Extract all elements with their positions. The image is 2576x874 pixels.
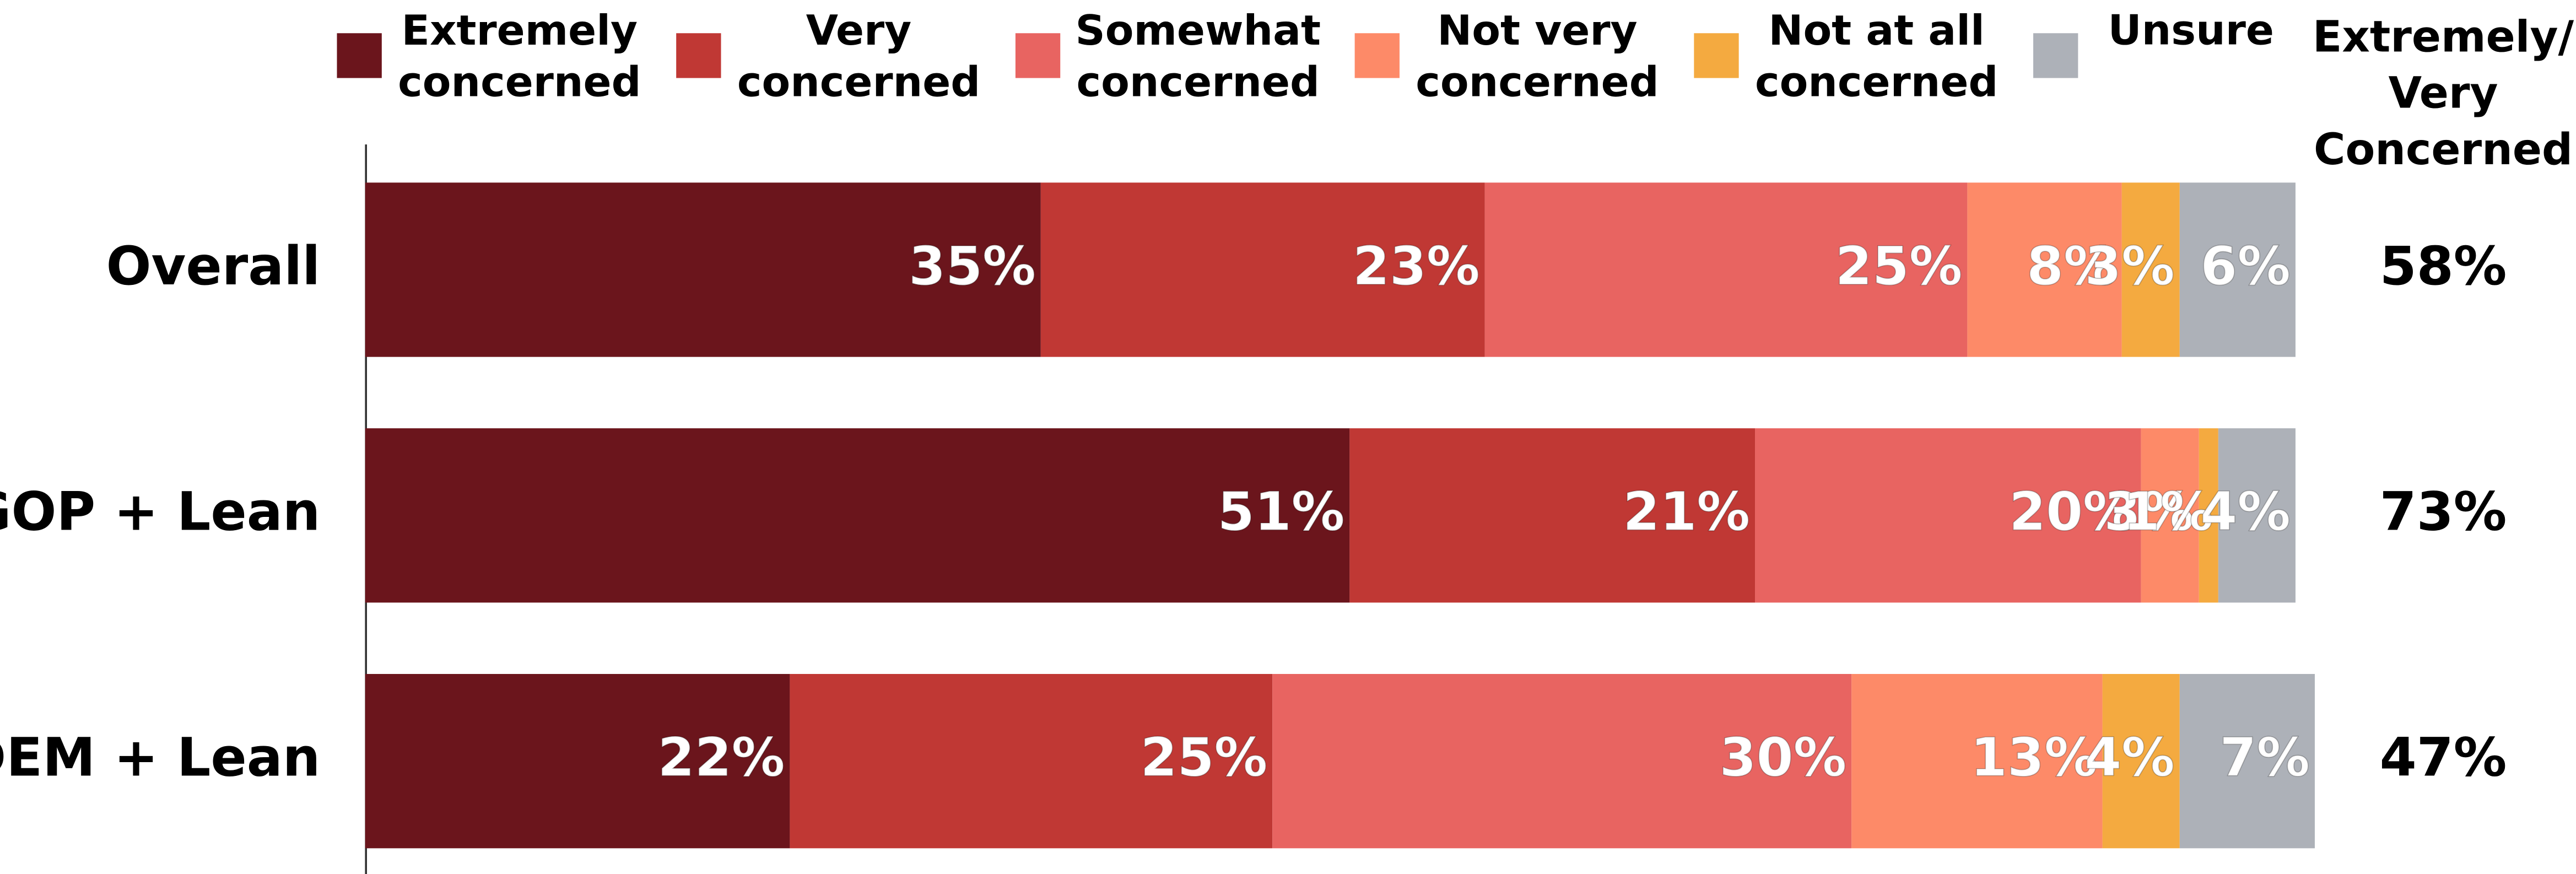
legend-swatch: [1354, 33, 1400, 78]
value-label: 4%: [2200, 481, 2291, 543]
bar-segment: [365, 674, 790, 849]
value-label: 35%: [909, 235, 1036, 297]
bar-segment: [365, 428, 1350, 603]
bar-segment: [2102, 674, 2180, 849]
total-label: 47%: [2380, 727, 2507, 789]
bar-segment: [1484, 182, 1968, 357]
bar-segment: [790, 674, 1273, 849]
category-label: GOP + Lean: [0, 481, 320, 543]
value-label: 8%: [2027, 235, 2117, 297]
value-label: 21%: [1623, 481, 1750, 543]
bar-segment: [1851, 674, 2103, 849]
legend-swatch: [337, 33, 382, 78]
category-label: Overall: [106, 235, 321, 297]
value-label: 25%: [1140, 727, 1267, 789]
legend-swatch: [2033, 33, 2078, 78]
bar-segment: [1755, 428, 2141, 603]
category-label: DEM + Lean: [0, 727, 320, 789]
total-label: 73%: [2380, 481, 2507, 543]
bar-segment: [2218, 428, 2296, 603]
value-label: 20%: [2009, 481, 2136, 543]
totals-title: Extremely/Very Concerned: [2313, 12, 2574, 175]
bar-segment: [365, 182, 1041, 357]
value-label: 1%: [2123, 481, 2213, 543]
legend-label: Somewhat concerned: [1076, 6, 1321, 106]
legend-swatch: [1694, 33, 1739, 78]
legend-label: Unsure: [2108, 6, 2274, 55]
legend-swatch: [676, 33, 721, 78]
value-label: 7%: [2219, 727, 2310, 789]
legend-label: Extremely concerned: [398, 6, 641, 106]
value-label: 13%: [1970, 727, 2098, 789]
bar-segment: [1040, 182, 1485, 357]
value-label: 22%: [658, 727, 785, 789]
bar-segment: [1272, 674, 1852, 849]
legend-label: Not very concerned: [1416, 6, 1659, 106]
bar-segment: [2121, 182, 2180, 357]
value-label: 3%: [2084, 235, 2175, 297]
bar-segment: [2179, 674, 2315, 849]
bar-segment: [2199, 428, 2218, 603]
value-label: 51%: [1218, 481, 1345, 543]
value-label: 3%: [2104, 481, 2194, 543]
legend-label: Very concerned: [737, 6, 980, 106]
value-label: 23%: [1353, 235, 1480, 297]
total-label: 58%: [2380, 235, 2507, 297]
value-label: 4%: [2084, 727, 2175, 789]
bar-segment: [2179, 182, 2296, 357]
bar-segment: [2141, 428, 2199, 603]
legend-swatch: [1015, 33, 1061, 78]
bar-segment: [1349, 428, 1756, 603]
legend-label: Not at all concerned: [1755, 6, 1998, 106]
value-label: 25%: [1835, 235, 1963, 297]
value-label: 6%: [2200, 235, 2291, 297]
bar-segment: [1967, 182, 2122, 357]
value-label: 30%: [1719, 727, 1846, 789]
